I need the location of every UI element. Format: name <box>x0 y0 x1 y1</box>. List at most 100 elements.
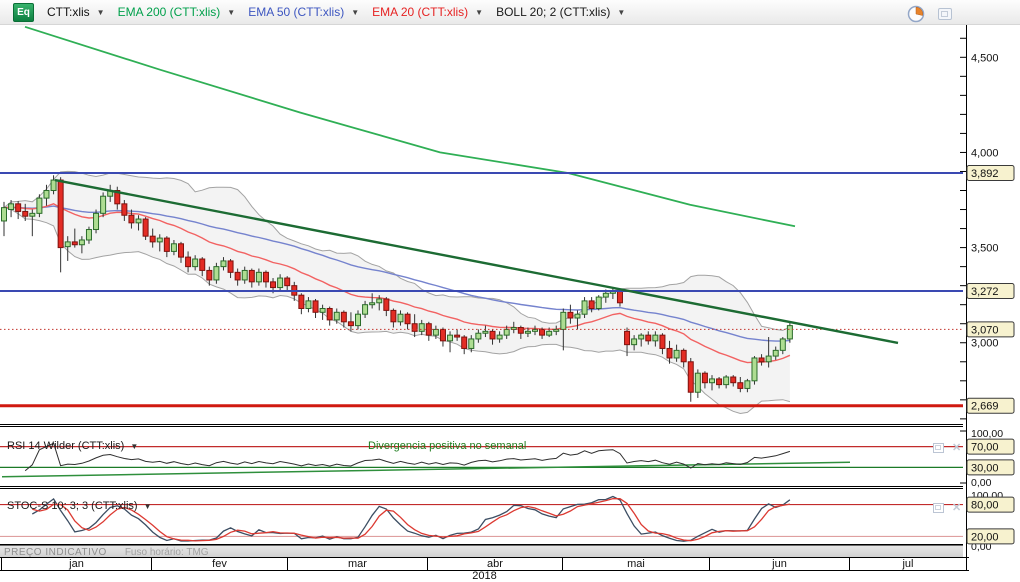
candle-down <box>411 323 418 332</box>
candle-up <box>694 372 701 393</box>
candle-up <box>220 260 227 268</box>
candle-up <box>574 313 581 319</box>
month-cell: jul <box>850 558 967 570</box>
month-cell: fev <box>152 558 288 570</box>
candle-up <box>64 241 71 248</box>
status-bar: PREÇO INDICATIVO Fuso horário: TMG <box>0 545 963 558</box>
restore-window-icon[interactable] <box>933 503 944 513</box>
candle-down <box>383 298 390 311</box>
chevron-down-icon: ▼ <box>143 501 152 511</box>
candle-down <box>716 378 723 386</box>
indicator-ema50[interactable]: EMA 50 (CTT:xlis) ▼ <box>248 5 360 19</box>
candle-up <box>397 313 404 323</box>
candle-up <box>723 376 730 386</box>
candle-down <box>701 372 708 384</box>
chevron-down-icon: ▼ <box>475 7 484 17</box>
candle-up <box>447 334 454 342</box>
candle-up <box>468 338 475 349</box>
candle-up <box>532 328 538 332</box>
candle-up <box>786 325 793 340</box>
candle-up <box>255 271 262 283</box>
indicator-ema20[interactable]: EMA 20 (CTT:xlis) ▼ <box>372 5 484 19</box>
candle-down <box>340 311 347 323</box>
price-axis-label: 3,500 <box>971 243 999 255</box>
candle-up <box>503 328 510 336</box>
price-indicative-label: PREÇO INDICATIVO <box>4 546 107 558</box>
candle-down <box>206 269 213 281</box>
candle-down <box>71 241 78 246</box>
toolbar: Eq CTT:xlis ▼ EMA 200 (CTT:xlis) ▼ EMA 5… <box>0 0 1020 25</box>
candle-up <box>772 349 779 357</box>
candle-up <box>510 327 517 330</box>
indicator-ema200[interactable]: EMA 200 (CTT:xlis) ▼ <box>117 5 236 19</box>
candle-down <box>588 300 595 309</box>
stochastic-pane <box>0 495 963 542</box>
restore-window-icon[interactable] <box>938 8 952 20</box>
candle-down <box>22 210 29 217</box>
candle-down <box>163 237 170 252</box>
candle-up <box>93 212 100 231</box>
restore-window-icon[interactable] <box>933 443 944 453</box>
candle-up <box>602 292 609 298</box>
candle-up <box>673 349 680 359</box>
candle-up <box>369 302 376 306</box>
symbol-selector[interactable]: CTT:xlis ▼ <box>47 5 105 19</box>
price-axis-label: 4,500 <box>971 52 999 64</box>
candle-up <box>319 307 326 313</box>
rsi-divergence-annotation[interactable]: Divergencia positiva no semanal <box>368 440 527 452</box>
candle-up <box>744 380 751 389</box>
axis-value-text: 80,00 <box>971 500 999 512</box>
rsi-panel-label[interactable]: RSI 14 Wilder (CTT:xlis) ▼ <box>7 440 139 452</box>
candle-up <box>376 298 383 304</box>
close-icon[interactable]: ✕ <box>952 441 962 454</box>
candle-down <box>178 243 184 258</box>
chevron-down-icon: ▼ <box>96 7 105 17</box>
candle-up <box>496 334 503 340</box>
descending-trendline[interactable] <box>54 178 899 345</box>
candle-up <box>156 237 163 243</box>
candle-down <box>461 336 468 349</box>
rsi-divergence-trendline[interactable] <box>1 461 851 478</box>
candle-up <box>355 313 361 327</box>
candlestick-series <box>1 175 793 402</box>
candle-down <box>326 307 333 321</box>
clock-icon[interactable] <box>906 4 926 24</box>
candle-down <box>114 190 121 205</box>
candle-up <box>170 243 177 252</box>
indicator-boll[interactable]: BOLL 20; 2 (CTT:xlis) ▼ <box>496 5 626 19</box>
month-cell: abr <box>428 558 563 570</box>
axis-value-box <box>966 282 1015 299</box>
candle-up <box>8 203 15 211</box>
candle-up <box>652 334 659 342</box>
candle-down <box>645 334 652 342</box>
candle-down <box>687 361 694 393</box>
candle-down <box>284 277 291 287</box>
bollinger-lower-line <box>3 207 791 415</box>
candle-down <box>390 309 397 323</box>
time-axis: jan fev mar abr mai jun jul <box>0 557 969 571</box>
candle-up <box>78 239 85 246</box>
candle-up <box>43 190 50 199</box>
axis-value-text: 3,070 <box>971 324 999 336</box>
candle-down <box>149 235 156 243</box>
candle-up <box>362 304 369 315</box>
candle-down <box>539 328 546 336</box>
stochastic-panel-label[interactable]: STOC-S 10; 3; 3 (CTT:xlis) ▼ <box>7 500 152 512</box>
close-icon[interactable]: ✕ <box>952 501 962 514</box>
ema-50-line <box>3 205 790 342</box>
candle-up <box>1 207 7 222</box>
candle-down <box>730 376 737 384</box>
candle-down <box>142 218 149 237</box>
candle-up <box>36 197 43 214</box>
candle-up <box>100 195 107 214</box>
month-cell: jan <box>2 558 152 570</box>
candle-up <box>277 277 284 289</box>
candle-down <box>312 300 319 313</box>
candle-down <box>185 256 192 268</box>
candle-up <box>560 311 567 330</box>
candle-down <box>489 330 496 340</box>
chevron-down-icon: ▼ <box>617 7 626 17</box>
candle-down <box>298 294 305 309</box>
